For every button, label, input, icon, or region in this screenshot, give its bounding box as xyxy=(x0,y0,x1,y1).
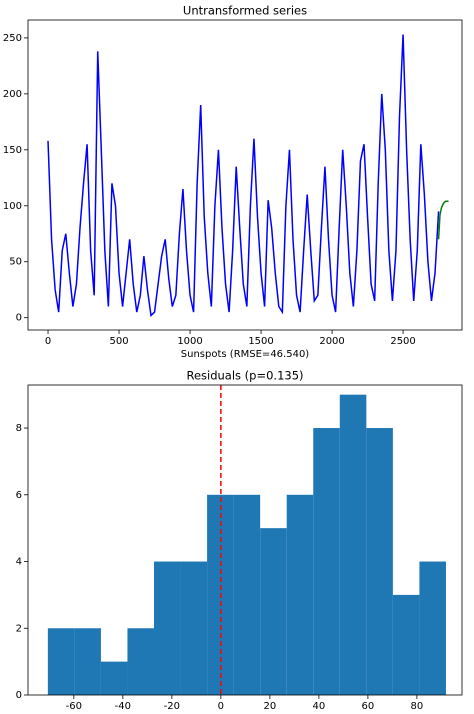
histogram-bar xyxy=(260,528,287,695)
chart-title: Residuals (p=0.135) xyxy=(186,369,303,383)
y-tick-label: 4 xyxy=(16,557,22,568)
histogram-bar xyxy=(366,428,393,695)
axes-frame xyxy=(27,19,463,331)
histogram-bar xyxy=(74,628,101,695)
y-tick-label: 6 xyxy=(16,490,22,501)
x-tick-label: 80 xyxy=(411,701,424,712)
y-tick-label: 2 xyxy=(16,623,22,634)
y-tick-label: 8 xyxy=(16,423,22,434)
x-tick-label: 1000 xyxy=(177,336,202,347)
y-tick-label: 0 xyxy=(16,690,22,701)
x-tick-label: 0 xyxy=(45,336,51,347)
line-series xyxy=(437,200,449,240)
y-tick-label: 250 xyxy=(3,33,22,44)
chart-title: Untransformed series xyxy=(183,4,307,18)
histogram-bar xyxy=(233,494,261,695)
x-tick-label: 0 xyxy=(218,701,224,712)
x-tick-label: -40 xyxy=(115,701,131,712)
x-tick-label: 2000 xyxy=(319,336,344,347)
line-series xyxy=(47,34,440,317)
histogram-bar xyxy=(419,561,446,695)
y-tick-label: 100 xyxy=(3,201,22,212)
x-tick-label: 20 xyxy=(264,701,277,712)
y-tick-label: 150 xyxy=(3,145,22,156)
histogram-bar xyxy=(392,594,420,695)
histogram-bar xyxy=(100,661,128,695)
x-tick-label: -60 xyxy=(66,701,82,712)
histogram-bar xyxy=(339,394,367,695)
y-tick-label: 0 xyxy=(16,313,22,324)
x-tick-label: 1500 xyxy=(248,336,273,347)
x-tick-label: 500 xyxy=(109,336,128,347)
y-tick-label: 50 xyxy=(9,257,22,268)
x-tick-label: -20 xyxy=(164,701,180,712)
histogram-bar xyxy=(127,628,155,695)
y-tick-label: 200 xyxy=(3,89,22,100)
x-tick-label: 2500 xyxy=(390,336,415,347)
histogram-bar xyxy=(47,628,75,695)
x-tick-label: 40 xyxy=(313,701,326,712)
histogram-bar xyxy=(180,561,208,695)
histogram-bar xyxy=(154,561,181,695)
x-axis-label: Sunspots (RMSE=46.540) xyxy=(181,349,310,360)
axes-frame xyxy=(27,384,463,696)
x-tick-label: 60 xyxy=(362,701,375,712)
histogram-bar xyxy=(286,494,314,695)
histogram-bar xyxy=(313,428,340,695)
